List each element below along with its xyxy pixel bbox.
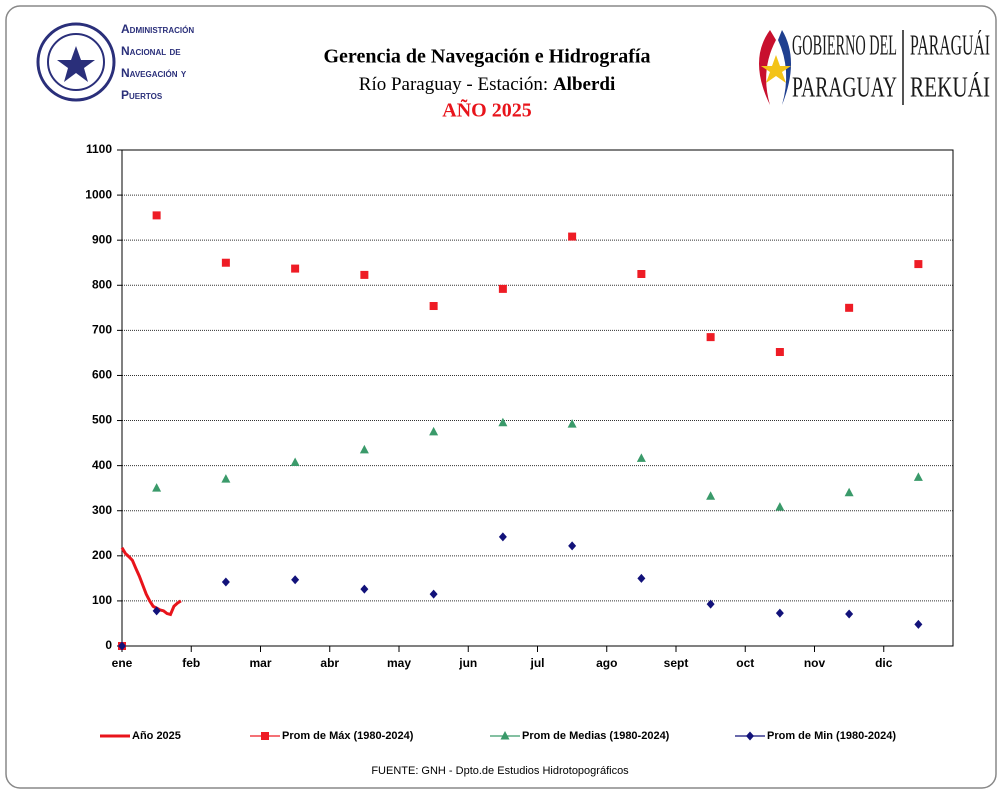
y-tick-label: 800 bbox=[92, 277, 112, 291]
point bbox=[636, 453, 646, 462]
point bbox=[291, 575, 300, 585]
point bbox=[360, 270, 369, 279]
point bbox=[568, 541, 577, 551]
x-tick-label: abr bbox=[320, 656, 339, 670]
y-tick-label: 700 bbox=[92, 323, 112, 337]
frame bbox=[5, 5, 997, 789]
chart-subtitle: Río Paraguay - Estación: Alberdi bbox=[359, 74, 615, 95]
point bbox=[221, 577, 230, 587]
point bbox=[429, 589, 438, 599]
agency-line: Navegación y bbox=[121, 66, 187, 80]
legend-label: Prom de Máx (1980-2024) bbox=[282, 730, 414, 742]
agency-line: Nacional de bbox=[121, 44, 181, 58]
gov-logo bbox=[759, 30, 791, 105]
x-tick-label: jul bbox=[530, 656, 545, 670]
point bbox=[429, 426, 439, 436]
point bbox=[775, 348, 784, 357]
legend-marker bbox=[261, 732, 269, 740]
y-tick-label: 600 bbox=[92, 368, 112, 382]
agency-line: Administración bbox=[121, 22, 194, 36]
gov-line: PARAGUAY bbox=[792, 72, 897, 103]
chart-title: Gerencia de Navegación e Hidrografía bbox=[324, 46, 651, 68]
x-tick-label: ene bbox=[112, 656, 133, 670]
year-label: AÑO 2025 bbox=[442, 99, 531, 122]
point bbox=[498, 532, 507, 542]
point bbox=[914, 619, 923, 629]
legend-label: Año 2025 bbox=[132, 730, 181, 742]
point bbox=[706, 491, 716, 500]
x-tick-label: mar bbox=[249, 656, 271, 670]
y-tick-label: 1000 bbox=[85, 187, 112, 201]
point bbox=[221, 258, 230, 267]
agency-name: Administración Nacional de Navegación y … bbox=[121, 22, 194, 102]
point bbox=[844, 487, 854, 497]
station: Alberdi bbox=[553, 74, 615, 95]
point bbox=[152, 483, 162, 492]
point bbox=[913, 472, 923, 481]
point bbox=[221, 474, 231, 483]
agency-logo bbox=[36, 22, 116, 102]
point bbox=[567, 419, 577, 428]
x-tick-label: dic bbox=[875, 656, 893, 670]
point bbox=[706, 599, 715, 609]
point bbox=[845, 303, 854, 312]
point bbox=[498, 284, 507, 293]
y-tick-label: 200 bbox=[92, 548, 112, 562]
point bbox=[775, 608, 784, 618]
point bbox=[152, 606, 161, 616]
y-tick-label: 900 bbox=[92, 232, 112, 246]
point bbox=[637, 573, 646, 583]
point bbox=[152, 211, 161, 220]
legend-marker bbox=[746, 731, 754, 741]
x-tick-label: oct bbox=[736, 656, 754, 670]
source: FUENTE: GNH - Dpto.de Estudios Hidrotopo… bbox=[371, 765, 629, 777]
legend-label: Prom de Medias (1980-2024) bbox=[522, 730, 670, 742]
y-tick-label: 100 bbox=[92, 593, 112, 607]
point bbox=[775, 502, 785, 511]
y-tick-label: 400 bbox=[92, 458, 112, 472]
point bbox=[360, 584, 369, 594]
x-tick-label: jun bbox=[458, 656, 477, 670]
point bbox=[291, 264, 300, 273]
y-tick-label: 1100 bbox=[86, 142, 112, 156]
x-tick-label: sept bbox=[664, 656, 689, 670]
gov-line: GOBIERNO DEL bbox=[792, 30, 897, 61]
gov-line: PARAGUÁI bbox=[910, 30, 990, 61]
point bbox=[359, 444, 369, 454]
x-tick-label: may bbox=[387, 656, 411, 670]
series-line bbox=[120, 546, 182, 617]
y-tick-label: 300 bbox=[92, 503, 112, 517]
y-tick-label: 0 bbox=[105, 638, 112, 652]
point bbox=[429, 302, 438, 311]
gov-line: REKUÁI bbox=[910, 72, 990, 103]
point bbox=[845, 609, 854, 619]
x-tick-label: ago bbox=[596, 656, 617, 670]
point bbox=[118, 641, 126, 651]
gov-name: GOBIERNO DEL PARAGUAY PARAGUÁI REKUÁI bbox=[792, 30, 990, 105]
x-tick-label: feb bbox=[182, 656, 200, 670]
subtitle: Río Paraguay - Estación: bbox=[359, 74, 548, 95]
y-tick-label: 500 bbox=[92, 413, 112, 427]
point bbox=[568, 232, 577, 241]
plot: 0 100 200 300 400 500 600 700 800 900 1000 1100 ene f… bbox=[85, 142, 954, 742]
x-tick-label: nov bbox=[804, 656, 826, 670]
legend-label: Prom de Min (1980-2024) bbox=[767, 730, 896, 742]
agency-line: Puertos bbox=[121, 88, 163, 102]
point bbox=[637, 270, 646, 278]
legend-marker bbox=[500, 731, 510, 740]
point bbox=[706, 333, 715, 342]
point bbox=[290, 457, 300, 466]
point bbox=[498, 417, 508, 427]
point bbox=[914, 260, 923, 269]
